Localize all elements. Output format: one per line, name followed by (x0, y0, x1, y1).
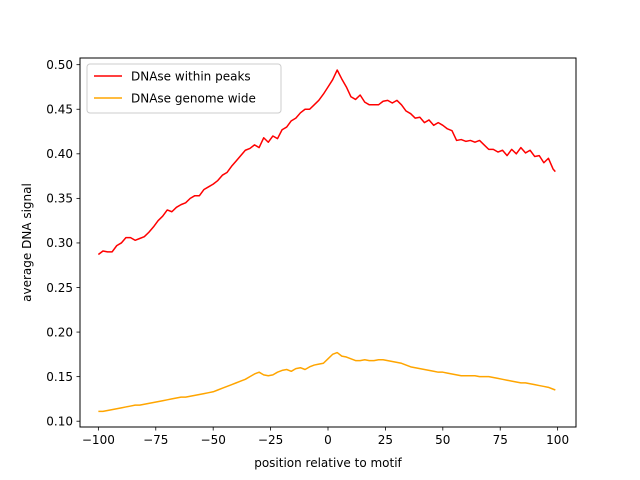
legend: DNAse within peaks DNAse genome wide (86, 63, 282, 114)
x-tick-label: 100 (546, 433, 569, 447)
y-tick-label: 0.30 (46, 236, 73, 250)
x-tick-label: −100 (82, 433, 115, 447)
y-tick-label: 0.35 (46, 192, 73, 206)
x-tick-label: 0 (324, 433, 332, 447)
y-tick-label: 0.40 (46, 147, 73, 161)
y-tick-label: 0.10 (46, 415, 73, 429)
y-tick-label: 0.50 (46, 58, 73, 72)
legend-label-within-peaks: DNAse within peaks (131, 70, 251, 84)
y-tick-label: 0.15 (46, 370, 73, 384)
series-line-1 (98, 351, 556, 413)
x-tick-label: 25 (378, 433, 393, 447)
legend-frame (86, 63, 282, 114)
x-axis-label: position relative to motif (254, 456, 402, 470)
x-tick-label: −25 (258, 433, 283, 447)
x-tick-label: −50 (201, 433, 226, 447)
x-tick-label: 75 (493, 433, 508, 447)
x-axis: −100 −75 −50 −25 0 25 50 75 100 (82, 427, 569, 447)
series-layer (97, 69, 556, 413)
legend-label-genome-wide: DNAse genome wide (131, 92, 256, 106)
y-axis-label: average DNA signal (20, 183, 34, 302)
x-tick-label: −75 (143, 433, 168, 447)
y-axis: 0.10 0.15 0.20 0.25 0.30 0.35 0.40 0.45 0.50 (46, 58, 80, 429)
y-tick-label: 0.20 (46, 325, 73, 339)
y-tick-label: 0.25 (46, 281, 73, 295)
y-tick-label: 0.45 (46, 103, 73, 117)
x-tick-label: 50 (435, 433, 450, 447)
series-line-0 (97, 69, 556, 256)
